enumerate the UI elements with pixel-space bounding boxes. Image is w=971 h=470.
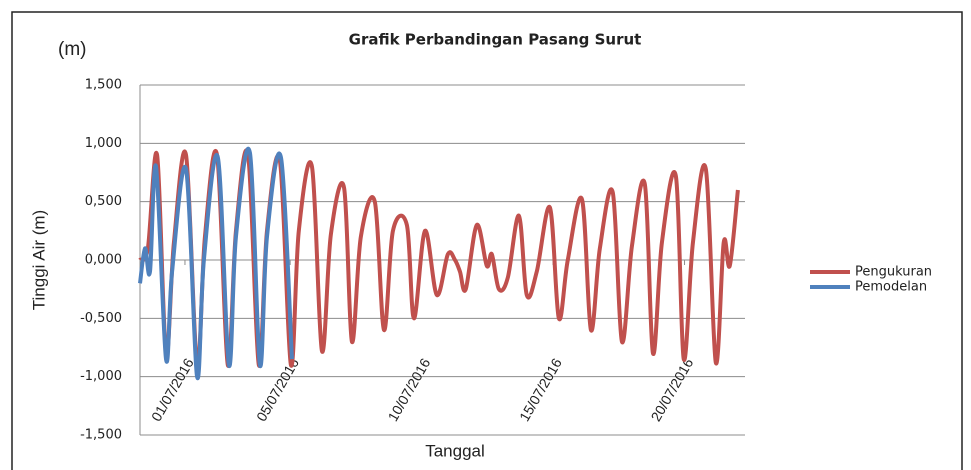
y-tick-label: 0,500 xyxy=(85,194,122,209)
unit-label: (m) xyxy=(58,39,86,60)
y-axis-title: Tinggi Air (m) xyxy=(29,210,48,310)
y-tick-label: -1,500 xyxy=(80,428,122,443)
y-tick-label: -0,500 xyxy=(80,311,122,326)
y-tick-label: 1,500 xyxy=(85,78,122,93)
chart-frame xyxy=(11,11,963,470)
series-line xyxy=(138,147,294,381)
x-axis-title: Tanggal xyxy=(425,441,485,460)
legend-label: Pemodelan xyxy=(855,280,927,295)
chart-title: Grafik Perbandingan Pasang Surut xyxy=(349,31,642,49)
y-tick-label: -1,000 xyxy=(80,369,122,384)
legend-label: Pengukuran xyxy=(855,265,932,280)
y-tick-label: 0,000 xyxy=(85,253,122,268)
y-tick-label: 1,000 xyxy=(85,136,122,151)
